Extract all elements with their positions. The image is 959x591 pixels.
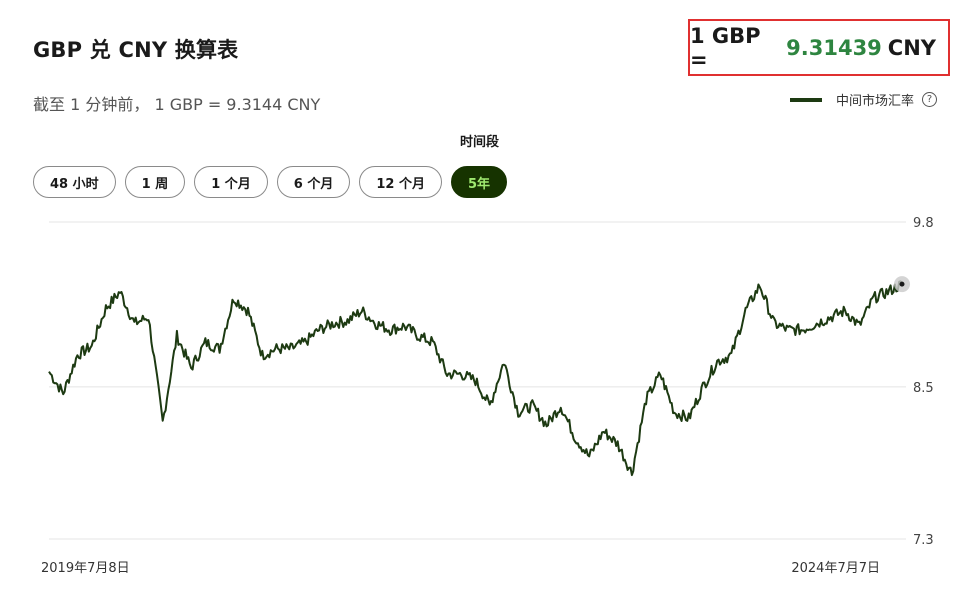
- current-rate-box: 1 GBP = 9.31439 CNY: [688, 19, 950, 76]
- last-point-marker[interactable]: [899, 281, 905, 287]
- rate-chart[interactable]: 9.8 8.5 7.3 2019年7月8日 2024年7月7日: [0, 205, 959, 591]
- tab-6-months[interactable]: 6 个月: [276, 166, 351, 198]
- period-tabs: 48 小时 1 周 1 个月 6 个月 12 个月 5年: [33, 166, 508, 198]
- tab-1-month[interactable]: 1 个月: [194, 166, 268, 198]
- rate-value: 9.31439: [786, 35, 882, 60]
- y-tick-label: 7.3: [913, 533, 934, 548]
- rate-suffix: CNY: [887, 35, 936, 60]
- x-tick-label: 2019年7月8日: [41, 561, 130, 576]
- y-tick-label: 8.5: [913, 381, 934, 396]
- y-tick-label: 9.8: [913, 216, 934, 231]
- legend-line-swatch: [789, 97, 822, 102]
- rate-subtitle: 截至 1 分钟前， 1 GBP = 9.3144 CNY: [33, 95, 321, 114]
- tab-12-months[interactable]: 12 个月: [359, 166, 442, 198]
- tab-48-hours[interactable]: 48 小时: [33, 166, 116, 198]
- page-title: GBP 兑 CNY 换算表: [33, 38, 239, 62]
- chart-legend: 中间市场汇率 ?: [789, 90, 937, 109]
- series-line-mid-market-rate: [48, 280, 903, 477]
- rate-prefix: 1 GBP =: [690, 23, 761, 72]
- period-label: 时间段: [459, 135, 499, 150]
- legend-label: 中间市场汇率: [835, 94, 914, 109]
- x-tick-label: 2024年7月7日: [791, 561, 880, 576]
- help-icon[interactable]: ?: [922, 92, 937, 107]
- tab-5-years[interactable]: 5年: [450, 166, 508, 198]
- tab-1-week[interactable]: 1 周: [124, 166, 186, 198]
